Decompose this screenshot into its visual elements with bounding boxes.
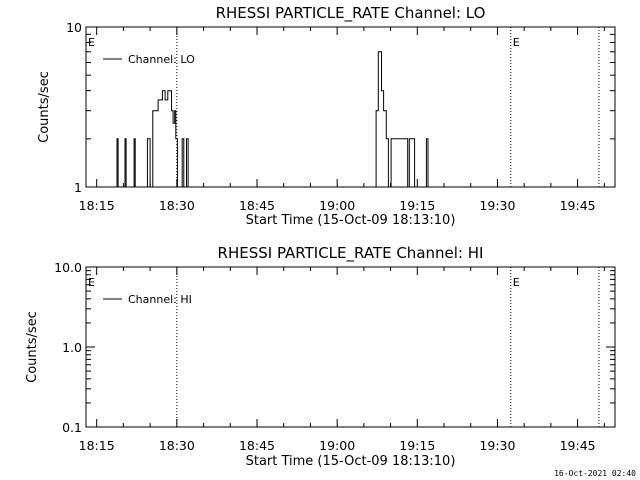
footer-timestamp: 16-Oct-2021 02:40 — [554, 469, 636, 478]
x-tick-label: 18:30 — [159, 198, 195, 213]
x-tick-label: 19:45 — [560, 198, 596, 213]
x-tick-label: 19:30 — [479, 198, 515, 213]
legend-entry: Channel: HI — [128, 293, 192, 306]
x-tick-label: 18:15 — [79, 438, 115, 453]
y-axis-label: Counts/sec — [37, 71, 52, 143]
panel-lo: RHESSI PARTICLE_RATE Channel: LO 18:15 18:… — [37, 4, 616, 228]
x-tick-label: 18:45 — [239, 198, 275, 213]
x-tick-label: 19:30 — [479, 438, 515, 453]
legend-entry: Channel: LO — [128, 53, 195, 66]
y-tick-label: 1.0 — [62, 340, 82, 355]
x-tick-label: 19:00 — [319, 438, 355, 453]
event-marker-label: E — [88, 36, 95, 49]
x-tick-label: 18:45 — [239, 438, 275, 453]
x-axis-label: Start Time (15-Oct-09 18:13:10) — [246, 213, 456, 228]
panel-hi: RHESSI PARTICLE_RATE Channel: HI 18:15 18:… — [25, 244, 616, 469]
plot-frame — [85, 266, 616, 428]
event-marker-label: E — [88, 276, 95, 289]
x-tick-label: 19:15 — [399, 438, 435, 453]
x-tick-label: 19:45 — [560, 438, 596, 453]
plot-frame — [85, 26, 616, 188]
chart-title: RHESSI PARTICLE_RATE Channel: HI — [218, 244, 484, 263]
series-line — [86, 51, 615, 188]
y-axis-label: Counts/sec — [25, 311, 40, 383]
x-tick-label: 18:30 — [159, 438, 195, 453]
y-tick-label: 1 — [74, 180, 82, 195]
x-tick-label: 19:15 — [399, 198, 435, 213]
y-tick-label: 0.1 — [62, 420, 82, 435]
event-marker-label: E — [513, 276, 520, 289]
x-axis-label: Start Time (15-Oct-09 18:13:10) — [246, 454, 456, 469]
chart-title: RHESSI PARTICLE_RATE Channel: LO — [216, 4, 486, 23]
x-tick-label: 19:00 — [319, 198, 355, 213]
y-tick-label: 10 — [66, 20, 82, 35]
y-tick-label: 10.0 — [54, 260, 82, 275]
event-marker-label: E — [513, 36, 520, 49]
x-tick-label: 18:15 — [79, 198, 115, 213]
